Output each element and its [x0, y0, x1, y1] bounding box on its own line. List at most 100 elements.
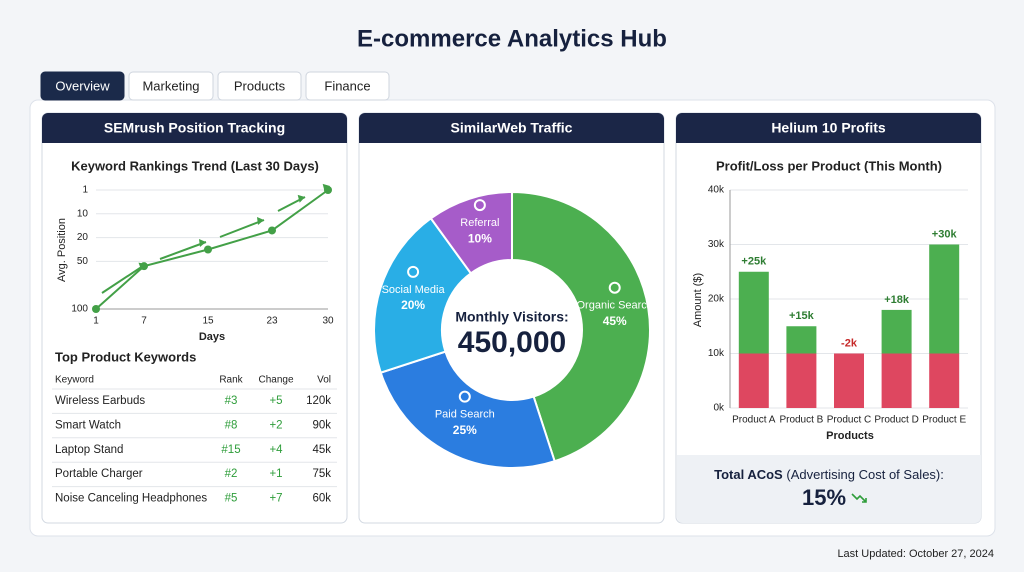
- bar-annotation: +18k: [884, 294, 910, 306]
- slice-icon: [407, 265, 420, 278]
- y-tick-label: 40k: [708, 185, 725, 196]
- table-cell: 90k: [312, 419, 331, 431]
- y-tick-label: 30k: [708, 239, 725, 250]
- y-tick-label: 10k: [708, 348, 725, 359]
- table-cell: 60k: [312, 493, 331, 505]
- bar-segment: [881, 309, 912, 354]
- slice-value: 25%: [453, 423, 477, 437]
- table-cell: Wireless Earbuds: [55, 395, 145, 407]
- acos-label: Total ACoS (Advertising Cost of Sales):: [714, 467, 944, 482]
- x-axis-label: Products: [826, 430, 874, 442]
- table-cell: +2: [269, 419, 282, 431]
- slice-label: Social Media: [382, 284, 446, 296]
- footer-box: [677, 455, 981, 523]
- tab-label[interactable]: Marketing: [142, 78, 199, 93]
- tab-label[interactable]: Overview: [55, 78, 110, 93]
- panel-title: SimilarWeb Traffic: [451, 120, 573, 136]
- center-label: Monthly Visitors:: [455, 309, 568, 325]
- bar-annotation: -2k: [841, 337, 858, 349]
- arrow-head: [199, 239, 206, 247]
- table-cell: #5: [225, 493, 238, 505]
- table-cell: Portable Charger: [55, 468, 143, 480]
- acos-label-bold: Total ACoS: [714, 467, 783, 482]
- table-cell: 75k: [312, 468, 331, 480]
- bar-segment: [834, 353, 864, 408]
- trend-down-icon: [851, 493, 867, 503]
- table-cell: +4: [269, 444, 283, 456]
- slice-label: Organic Search: [577, 300, 653, 312]
- bar-segment: [929, 244, 960, 354]
- arrow-head: [138, 262, 146, 271]
- slice-icon: [458, 390, 471, 403]
- y-axis-label: Avg. Position: [56, 218, 68, 282]
- slice-label: Paid Search: [435, 409, 495, 421]
- panel-title: SEMrush Position Tracking: [104, 120, 285, 136]
- arrow-head: [257, 217, 264, 225]
- page-title: E-commerce Analytics Hub: [357, 25, 667, 52]
- data-point: [204, 245, 212, 254]
- x-tick-label: 15: [202, 316, 214, 327]
- arrow-head: [322, 183, 330, 192]
- bar-segment: [786, 326, 817, 354]
- tab-label[interactable]: Finance: [324, 78, 370, 93]
- bar-segment: [929, 353, 960, 408]
- x-axis-label: Days: [199, 331, 225, 343]
- slice-icon: [608, 281, 621, 294]
- x-tick-label: 23: [266, 316, 278, 327]
- table-title: Top Product Keywords: [55, 349, 196, 364]
- x-tick-label: Product B: [779, 415, 823, 426]
- slice-value: 10%: [468, 231, 492, 245]
- data-point: [92, 305, 100, 313]
- x-tick-label: Product D: [874, 415, 918, 426]
- y-axis-label: Amount ($): [692, 273, 704, 327]
- table-cell: Laptop Stand: [55, 444, 123, 456]
- donut-slice: [373, 216, 473, 374]
- arrow-head: [297, 194, 305, 203]
- table-cell: 45k: [312, 444, 331, 456]
- column-header: Rank: [219, 375, 243, 386]
- table-cell: #8: [225, 419, 238, 431]
- table-cell: +1: [269, 468, 282, 480]
- table-cell: Noise Canceling Headphones: [55, 493, 207, 505]
- y-tick-label: 50: [77, 256, 89, 267]
- column-header: Vol: [317, 375, 331, 386]
- last-updated: Last Updated: October 27, 2024: [837, 548, 994, 560]
- table-cell: #2: [225, 468, 238, 480]
- chart-title: Profit/Loss per Product (This Month): [716, 158, 942, 173]
- panel: [41, 112, 348, 524]
- tab[interactable]: [40, 71, 125, 101]
- column-header: Change: [258, 375, 293, 386]
- x-tick-label: Product A: [732, 415, 776, 426]
- table-cell: +7: [269, 493, 282, 505]
- table-cell: 120k: [306, 395, 331, 407]
- center-value: 450,000: [458, 326, 566, 359]
- panel-header: [676, 113, 981, 143]
- slice-value: 20%: [401, 298, 425, 312]
- slice-value: 45%: [603, 314, 627, 328]
- bar-segment: [881, 353, 912, 408]
- x-tick-label: 7: [141, 316, 147, 327]
- y-tick-label: 20: [77, 232, 89, 243]
- panel-header: [359, 113, 664, 143]
- bar-annotation: +15k: [789, 310, 815, 322]
- tab[interactable]: [217, 71, 302, 101]
- slice-icon: [473, 199, 486, 212]
- acos-value: 15%: [802, 485, 846, 510]
- bar-segment: [738, 271, 769, 354]
- x-tick-label: Product E: [922, 415, 966, 426]
- donut-slice: [511, 190, 651, 463]
- tab[interactable]: [305, 71, 390, 101]
- tab[interactable]: [128, 71, 214, 101]
- data-point: [268, 226, 276, 235]
- x-tick-label: 30: [322, 316, 334, 327]
- panel-header: [42, 113, 347, 143]
- trend-arrow: [101, 196, 306, 294]
- y-tick-label: 20k: [708, 294, 725, 305]
- panel-title: Helium 10 Profits: [771, 120, 886, 136]
- y-tick-label: 100: [71, 304, 88, 315]
- tab-label[interactable]: Products: [234, 78, 286, 93]
- y-tick-label: 0k: [713, 403, 725, 414]
- table-cell: #3: [225, 395, 238, 407]
